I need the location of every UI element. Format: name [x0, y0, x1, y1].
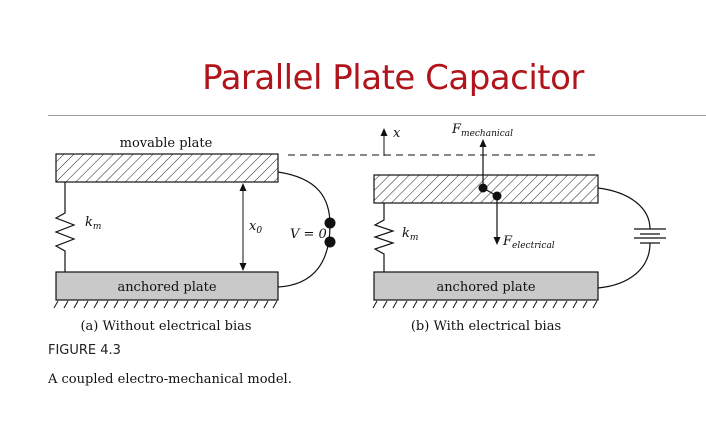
spring-b-label: km — [402, 226, 418, 243]
x-axis-arrow: x — [380, 126, 401, 156]
electrical-force-label: Felectrical — [502, 234, 555, 251]
battery-icon — [634, 228, 666, 244]
gap-arrow: x0 — [239, 183, 262, 271]
panel-b: x Fmechanical Felectrical km — [372, 122, 666, 334]
anchored-plate-a — [55, 271, 279, 301]
panel-b-caption: (b) With electrical bias — [411, 319, 561, 334]
spring-a-label: km — [85, 215, 101, 232]
ground-hatch-a — [53, 300, 278, 309]
gap-label: x0 — [249, 219, 262, 236]
figure-caption: A coupled electro-mechanical model. — [48, 372, 292, 387]
title-divider — [48, 115, 706, 116]
spring-b: km — [373, 203, 418, 272]
terminal-top — [324, 217, 336, 229]
anchored-plate-b-label: anchored plate — [436, 280, 535, 295]
spring-a: km — [54, 182, 101, 272]
x-axis-label: x — [393, 126, 401, 141]
circuit-wire-b — [597, 187, 651, 289]
figure-label: FIGURE 4.3 — [48, 343, 121, 358]
terminal-bottom — [324, 236, 336, 248]
anchored-plate-b — [373, 271, 599, 301]
panel-a: movable plate km x0 V = 0 anchored plate — [53, 136, 336, 334]
mechanical-force-label: Fmechanical — [451, 122, 513, 139]
panel-a-caption: (a) Without electrical bias — [80, 319, 251, 334]
electrical-force-arrow: Felectrical — [482, 187, 555, 251]
voltage-label: V = 0 — [290, 227, 327, 242]
ground-hatch-b — [372, 300, 598, 309]
movable-plate-a — [55, 153, 279, 183]
anchored-plate-a-label: anchored plate — [117, 280, 216, 295]
movable-plate-label: movable plate — [120, 136, 213, 151]
slide-title: Parallel Plate Capacitor — [202, 58, 584, 98]
